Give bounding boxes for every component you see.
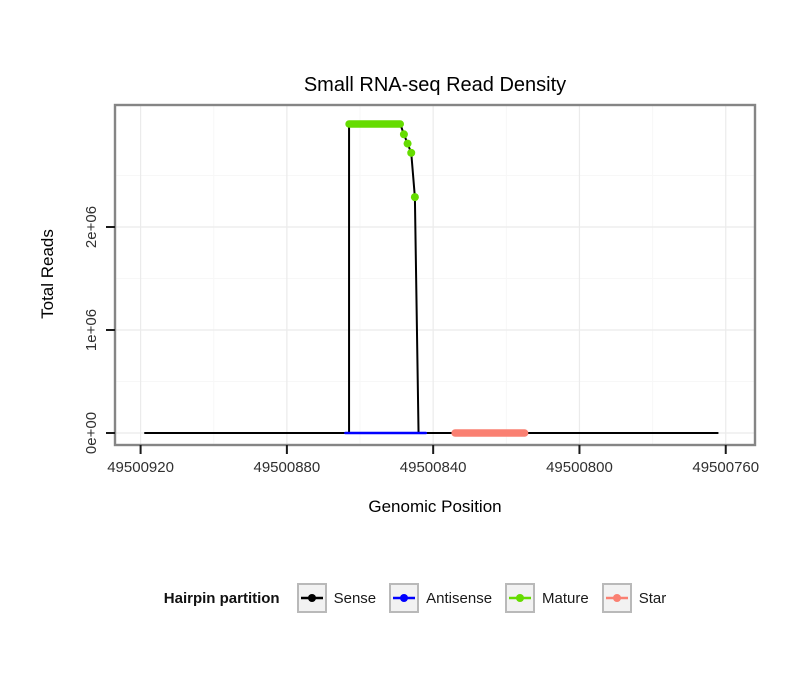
legend-item-star: Star	[601, 583, 667, 613]
legend-item-antisense: Antisense	[389, 583, 492, 613]
x-tick-label: 49500800	[546, 459, 613, 476]
legend-label-antisense: Antisense	[426, 589, 493, 607]
antisense-key-glyph	[393, 594, 416, 602]
legend: Hairpin partition Sense Antisense Mature	[20, 583, 810, 613]
legend-title: Hairpin partition	[163, 589, 280, 607]
y-tick-label: 0e+00	[83, 412, 100, 454]
star-key-point	[612, 594, 621, 602]
legend-item-mature: Mature	[505, 583, 589, 613]
panel-border	[113, 103, 757, 447]
legend-item-sense: Sense	[296, 583, 377, 613]
x-axis-title: Genomic Position	[368, 497, 502, 516]
star-key-glyph	[605, 594, 628, 602]
legend-key-mature	[505, 583, 536, 613]
mature-key-point	[516, 594, 525, 602]
series-sense	[144, 123, 719, 434]
mature-key-glyph	[509, 594, 532, 602]
x-tick-label: 49500760	[692, 459, 759, 476]
series-mature-point	[410, 193, 419, 202]
chart-title: Small RNA-seq Read Density	[303, 74, 567, 96]
legend-label-sense: Sense	[333, 589, 377, 607]
legend-key-sense	[296, 583, 327, 613]
legend-key-star	[601, 583, 632, 613]
y-tick-label: 2e+06	[83, 206, 100, 248]
x-tick-label: 49500840	[400, 459, 467, 476]
series-mature-point	[407, 148, 416, 157]
y-tick-label: 1e+06	[83, 309, 100, 351]
panel-background	[115, 105, 755, 445]
sense-key-glyph	[300, 594, 323, 602]
sense-key-point	[307, 594, 316, 602]
y-axis-title: Total Reads	[38, 229, 57, 319]
legend-label-star: Star	[638, 589, 667, 607]
series-mature-point	[403, 139, 412, 148]
x-tick-label: 49500920	[107, 459, 174, 476]
chart-svg: 49500920 49500880 49500840 49500800 49500760…	[83, 103, 759, 476]
legend-label-mature: Mature	[542, 589, 589, 607]
antisense-key-point	[400, 594, 409, 602]
x-tick-label: 49500880	[254, 459, 321, 476]
series-mature-point	[399, 130, 408, 139]
legend-key-antisense	[389, 583, 420, 613]
